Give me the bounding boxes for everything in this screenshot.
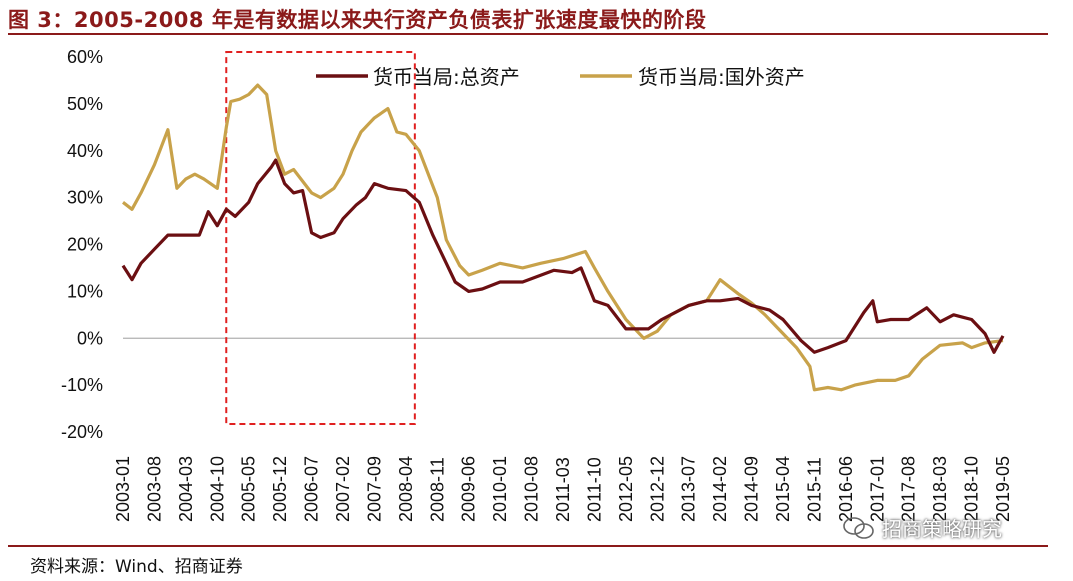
x-tick-label: 2010-01 <box>490 456 510 522</box>
title-rule <box>8 33 1048 35</box>
x-tick-label: 2004-03 <box>176 456 196 522</box>
y-tick-label: 30% <box>67 188 103 208</box>
x-tick-label: 2005-05 <box>239 456 259 522</box>
x-tick-label: 2015-04 <box>773 456 793 522</box>
y-tick-label: 60% <box>67 47 103 67</box>
footer-rule <box>8 545 1048 547</box>
y-tick-label: 40% <box>67 141 103 161</box>
x-tick-label: 2011-10 <box>584 457 604 522</box>
wechat-icon <box>843 516 874 539</box>
y-tick-label: 50% <box>67 94 103 114</box>
x-tick-label: 2012-05 <box>616 456 636 522</box>
y-tick-label: -20% <box>61 422 103 442</box>
x-tick-label: 2013-07 <box>679 456 699 522</box>
chart-svg: 60% 50% 40% 30% 20% 10% 0% -10% -20% 2003-01 2003… <box>61 47 1013 522</box>
x-tick-label: 2007-09 <box>364 456 384 522</box>
x-tick-label: 2015-11 <box>804 457 824 522</box>
series-line-total <box>121 158 1005 354</box>
watermark: 招商策略研究 <box>842 513 1002 542</box>
y-tick-label: 0% <box>77 328 103 348</box>
x-tick-label: 2016-06 <box>836 456 856 522</box>
highlight-box <box>225 51 416 425</box>
series-line-foreign <box>122 83 1004 392</box>
x-tick-label: 2003-08 <box>144 456 164 522</box>
chart-title: 图 3：2005-2008 年是有数据以来央行资产负债表扩张速度最快的阶段 <box>8 8 707 32</box>
watermark-text: 招商策略研究 <box>882 517 1002 541</box>
x-tick-label: 2003-01 <box>113 456 133 522</box>
x-tick-label: 2008-11 <box>427 457 447 522</box>
x-tick-label: 2004-10 <box>207 456 227 522</box>
y-tick-label: 20% <box>67 235 103 255</box>
legend: 货币当局:总资产 货币当局:国外资产 <box>316 65 805 89</box>
x-tick-label: 2010-08 <box>522 456 542 522</box>
x-tick-label: 2011-03 <box>553 457 573 522</box>
y-tick-label: -10% <box>61 375 103 395</box>
x-tick-label: 2012-12 <box>647 456 667 522</box>
x-tick-label: 2008-04 <box>396 456 416 522</box>
x-tick-label: 2018-03 <box>930 456 950 522</box>
source-note: 资料来源：Wind、招商证券 <box>30 557 243 577</box>
x-tick-label: 2017-08 <box>899 456 919 522</box>
x-tick-label: 2019-05 <box>993 456 1013 522</box>
x-tick-label: 2009-06 <box>459 456 479 522</box>
x-tick-label: 2006-07 <box>302 456 322 522</box>
x-tick-label: 2005-12 <box>270 456 290 522</box>
x-tick-label: 2018-10 <box>962 456 982 522</box>
legend-label-total: 货币当局:总资产 <box>373 65 520 89</box>
y-tick-label: 10% <box>67 281 103 301</box>
x-tick-label: 2017-01 <box>867 456 887 522</box>
x-tick-label: 2007-02 <box>333 456 353 522</box>
legend-label-foreign: 货币当局:国外资产 <box>638 65 805 89</box>
x-tick-label: 2014-02 <box>710 456 730 522</box>
x-tick-label: 2014-09 <box>742 456 762 522</box>
